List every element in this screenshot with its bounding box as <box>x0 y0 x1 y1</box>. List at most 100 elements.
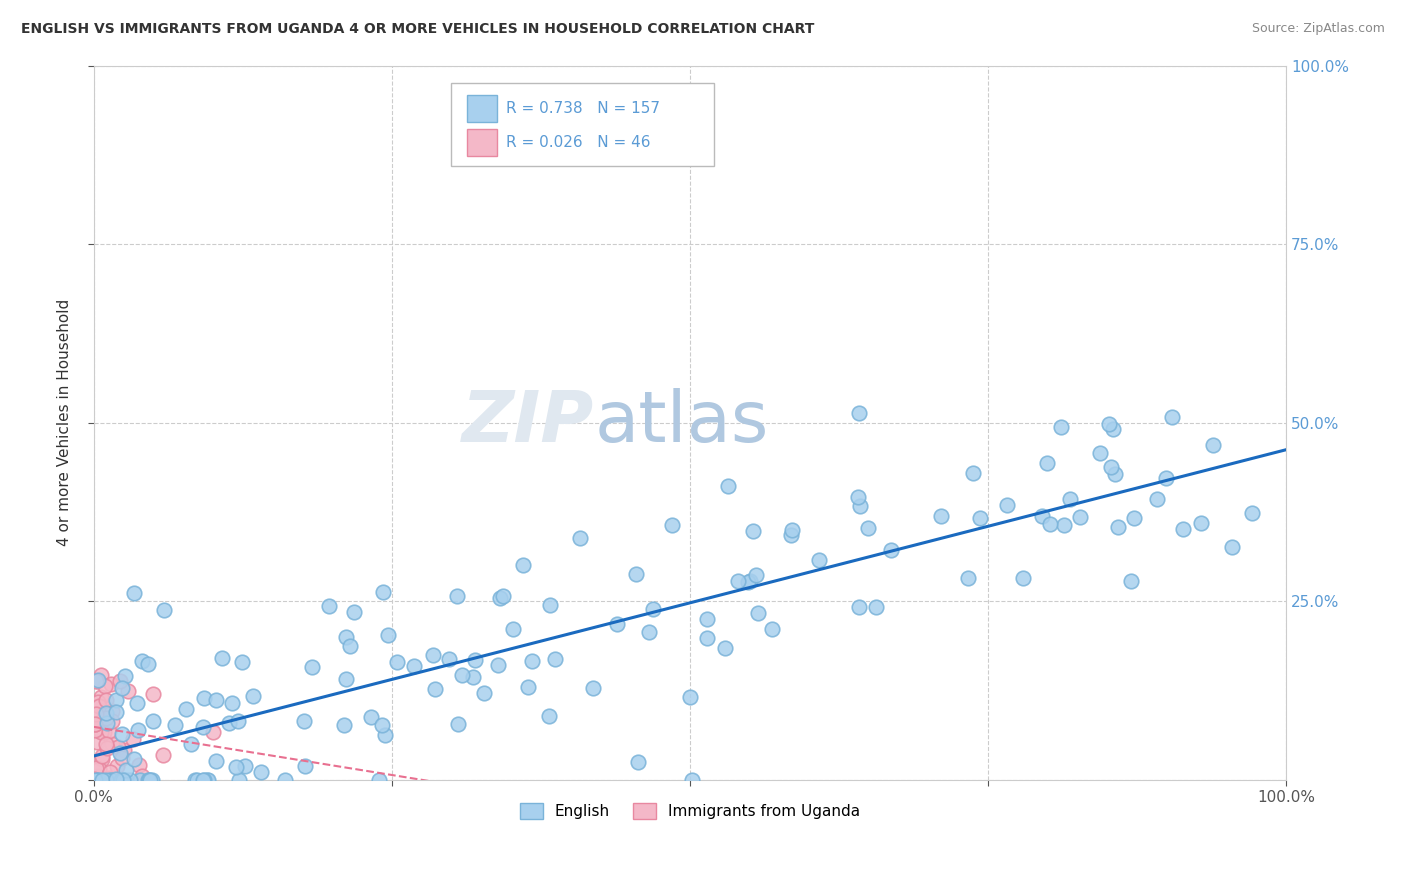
Point <box>1102 422 1125 436</box>
Point <box>489 591 512 606</box>
Point <box>929 508 952 523</box>
Point <box>96 772 118 787</box>
Point <box>226 714 249 728</box>
Point <box>808 553 831 567</box>
Point <box>100 677 122 691</box>
Point <box>343 605 366 619</box>
Point <box>447 717 470 731</box>
Point <box>89 762 111 776</box>
Point <box>696 631 718 645</box>
FancyBboxPatch shape <box>451 84 714 166</box>
Point <box>87 772 110 787</box>
FancyBboxPatch shape <box>467 95 496 122</box>
Point <box>90 725 112 739</box>
Point <box>661 518 683 533</box>
Point <box>1012 571 1035 585</box>
Point <box>193 690 215 705</box>
Point <box>152 747 174 762</box>
Point <box>110 727 132 741</box>
Point <box>742 524 765 538</box>
Point <box>242 689 264 703</box>
Point <box>727 574 749 589</box>
Point <box>1121 574 1143 588</box>
Point <box>111 681 134 696</box>
Point <box>84 674 107 689</box>
Point <box>538 709 561 723</box>
Point <box>97 771 120 785</box>
Point <box>439 652 461 666</box>
Point <box>191 772 214 787</box>
Point <box>681 772 703 787</box>
Point <box>98 764 121 779</box>
Point <box>122 752 145 766</box>
Point <box>138 772 160 787</box>
Point <box>231 655 253 669</box>
Point <box>520 654 543 668</box>
Point <box>90 668 112 682</box>
Point <box>1160 410 1182 425</box>
Point <box>94 707 117 722</box>
Point <box>90 690 112 704</box>
Point <box>761 622 783 636</box>
Point <box>108 746 131 760</box>
Point <box>233 758 256 772</box>
Point <box>112 772 135 787</box>
Point <box>626 567 648 582</box>
Point <box>118 772 141 787</box>
Point <box>201 725 224 739</box>
Point <box>112 743 135 757</box>
Point <box>1104 467 1126 482</box>
Point <box>294 759 316 773</box>
Point <box>105 693 128 707</box>
Point <box>205 693 228 707</box>
Point <box>83 772 105 787</box>
Point <box>846 490 869 504</box>
Point <box>402 659 425 673</box>
Point <box>250 765 273 780</box>
Point <box>100 737 122 751</box>
Point <box>87 699 110 714</box>
Point <box>91 751 114 765</box>
Point <box>641 602 664 616</box>
Point <box>679 690 702 705</box>
Point <box>127 723 149 738</box>
Point <box>91 699 114 714</box>
Point <box>1108 520 1130 534</box>
Point <box>139 772 162 787</box>
Point <box>385 655 408 669</box>
Point <box>374 728 396 742</box>
Point <box>780 528 803 542</box>
Point <box>780 523 803 537</box>
Point <box>1220 540 1243 554</box>
Point <box>335 630 357 644</box>
Point <box>451 667 474 681</box>
Point <box>446 590 468 604</box>
Point <box>128 757 150 772</box>
Point <box>301 660 323 674</box>
Point <box>491 589 513 603</box>
Point <box>218 715 240 730</box>
Point <box>96 715 118 730</box>
Point <box>464 653 486 667</box>
Point <box>738 574 761 588</box>
Point <box>114 772 136 787</box>
Point <box>969 510 991 524</box>
Text: Source: ZipAtlas.com: Source: ZipAtlas.com <box>1251 22 1385 36</box>
Point <box>318 599 340 613</box>
Point <box>195 772 218 787</box>
Point <box>211 651 233 665</box>
Text: R = 0.026   N = 46: R = 0.026 N = 46 <box>506 136 651 150</box>
Point <box>865 599 887 614</box>
Point <box>93 679 115 693</box>
Point <box>107 739 129 754</box>
Point <box>1189 516 1212 530</box>
Point <box>696 611 718 625</box>
Text: R = 0.738   N = 157: R = 0.738 N = 157 <box>506 101 661 116</box>
Point <box>371 585 394 599</box>
Point <box>228 772 250 787</box>
Point <box>737 575 759 590</box>
Point <box>1146 492 1168 507</box>
FancyBboxPatch shape <box>467 129 496 156</box>
Point <box>516 680 538 694</box>
Point <box>141 772 163 787</box>
